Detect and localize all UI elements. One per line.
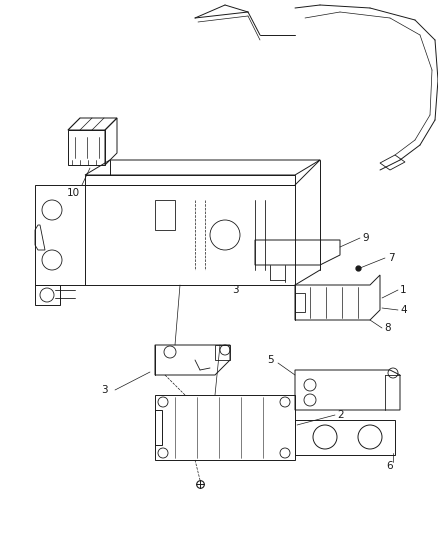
Text: 6: 6: [387, 461, 393, 471]
Text: 10: 10: [67, 188, 80, 198]
Text: 2: 2: [337, 410, 344, 420]
Text: 3: 3: [101, 385, 108, 395]
Text: 9: 9: [362, 233, 369, 243]
Text: 7: 7: [388, 253, 395, 263]
Text: 8: 8: [384, 323, 391, 333]
Text: 1: 1: [400, 285, 406, 295]
Text: 5: 5: [267, 355, 274, 365]
Text: 4: 4: [400, 305, 406, 315]
Text: 3: 3: [232, 285, 238, 295]
